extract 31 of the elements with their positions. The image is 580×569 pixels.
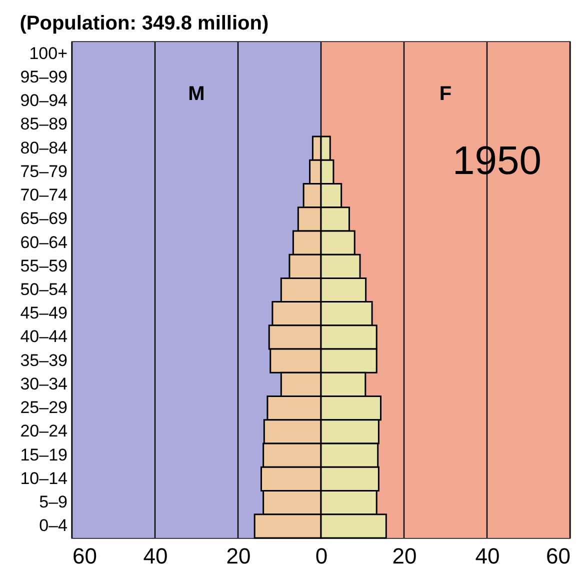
x-tick-label: 60 [72,544,97,568]
y-tick-label: 100+ [29,44,68,63]
y-tick-label: 35–39 [20,350,68,370]
y-tick-label: 80–84 [20,138,68,158]
y-tick-label: 60–64 [20,232,68,252]
y-tick-label: 20–24 [20,422,68,441]
band-label: F [439,83,452,105]
y-tick-label: 30–34 [20,374,68,394]
y-tick-label: 5–9 [39,492,68,512]
x-tick-label: 40 [475,544,500,568]
y-tick-label: 65–69 [20,209,68,228]
x-tick-label: 20 [226,544,251,568]
chart-title: (Population: 349.8 million) [20,12,269,34]
y-tick-label: 75–79 [20,162,68,181]
y-tick-label: 40–44 [20,327,68,346]
x-tick-label: 40 [143,544,168,568]
y-tick-label: 95–99 [20,67,68,86]
y-tick-label: 55–59 [20,256,68,276]
band-label: M [188,83,205,105]
x-tick-label: 0 [315,544,328,568]
y-tick-label: 25–29 [20,398,68,418]
y-tick-label: 15–19 [20,445,68,464]
y-tick-label: 45–49 [20,304,68,323]
y-tick-label: 10–14 [20,468,68,488]
y-tick-label: 0–4 [39,516,68,536]
y-tick-label: 85–89 [20,114,68,134]
y-tick-label: 50–54 [20,280,68,299]
x-tick-label: 20 [392,544,417,568]
y-tick-label: 90–94 [20,91,68,110]
x-tick-label: 60 [546,544,570,568]
y-tick-label: 70–74 [20,186,68,205]
